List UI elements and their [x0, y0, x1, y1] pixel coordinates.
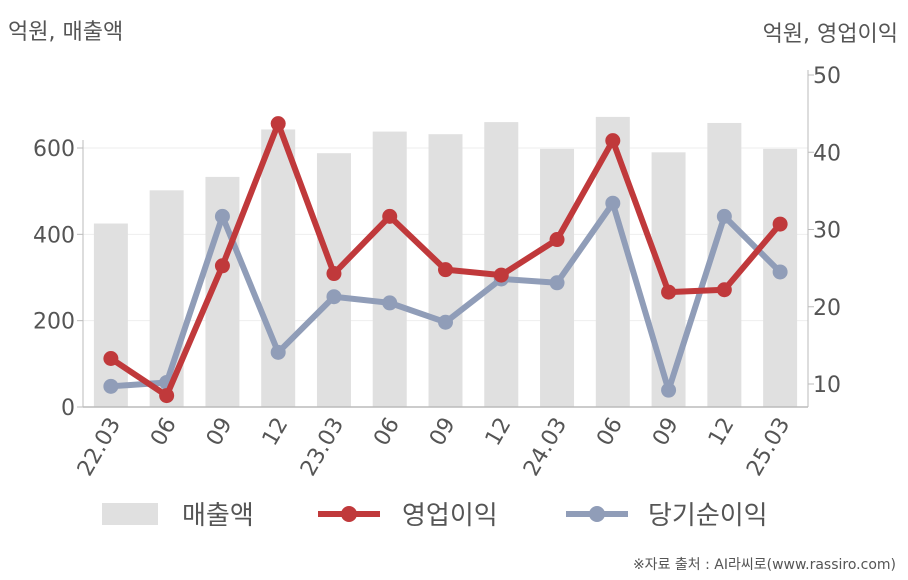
operating-profit-point: [716, 282, 732, 298]
x-tick-label: 06: [369, 414, 405, 451]
operating-profit-point: [493, 267, 509, 283]
legend-swatch-marker: [589, 506, 605, 522]
profit-lines: [103, 116, 788, 404]
right-tick-label: 10: [813, 373, 841, 398]
operating-profit-point: [661, 284, 677, 300]
net-income-point: [214, 208, 230, 224]
x-tick-label: 24.03: [519, 414, 572, 481]
operating-profit-point: [772, 216, 788, 232]
legend-swatch-bar: [102, 503, 158, 525]
operating-profit-point: [382, 208, 398, 224]
revenue-bar: [651, 152, 686, 407]
x-tick-label: 12: [704, 414, 740, 451]
revenue-bar: [93, 223, 128, 407]
revenue-bar: [372, 131, 407, 407]
left-tick-label: 0: [61, 396, 75, 421]
operating-profit-point: [326, 266, 342, 282]
x-tick-label: 06: [146, 414, 182, 451]
legend-label: 당기순이익: [648, 501, 768, 531]
net-income-point: [382, 295, 398, 311]
x-tick-label: 25.03: [742, 414, 795, 481]
right-axis-unit-label: 억원, 영업이익: [762, 22, 898, 47]
left-tick-label: 200: [33, 310, 75, 335]
legend-swatch-marker: [341, 506, 357, 522]
x-tick-label: 09: [202, 414, 238, 451]
revenue-bar: [261, 129, 296, 407]
right-tick-label: 30: [813, 219, 841, 244]
operating-profit-point: [214, 258, 230, 274]
net-income-point: [549, 275, 565, 291]
operating-profit-point: [438, 262, 453, 278]
net-income-point: [270, 344, 286, 360]
net-income-point: [326, 289, 342, 305]
net-income-point: [772, 264, 788, 280]
legend: 매출액 영업이익 당기순이익: [102, 501, 768, 531]
legend-label: 매출액: [182, 501, 254, 531]
net-income-point: [605, 195, 621, 211]
x-tick-label: 12: [258, 414, 294, 451]
net-income-point: [438, 314, 453, 330]
x-tick-label: 09: [425, 414, 461, 451]
right-tick-label: 40: [813, 141, 841, 166]
x-tick-label: 23.03: [296, 414, 349, 481]
operating-profit-point: [159, 388, 175, 404]
left-tick-label: 400: [33, 223, 75, 248]
net-income-point: [716, 208, 732, 224]
operating-profit-point: [549, 232, 565, 248]
operating-profit-point: [270, 116, 286, 132]
net-income-point: [661, 382, 677, 398]
source-note: ※자료 출처 : AI라씨로(www.rassiro.com): [632, 557, 896, 573]
revenue-bar: [707, 122, 742, 408]
right-tick-label: 20: [813, 296, 841, 321]
left-tick-label: 600: [33, 137, 75, 162]
operating-profit-point: [103, 351, 119, 367]
left-axis-unit-label: 억원, 매출액: [8, 20, 124, 45]
x-tick-label: 12: [481, 414, 517, 451]
right-tick-label: 50: [813, 64, 841, 89]
x-tick-label: 06: [592, 414, 628, 451]
operating-profit-point: [605, 133, 621, 149]
legend-label: 영업이익: [402, 501, 498, 531]
axes: [77, 70, 814, 408]
net-income-point: [103, 378, 119, 394]
x-tick-label: 09: [648, 414, 684, 451]
revenue-bars: [93, 116, 798, 408]
x-tick-label: 22.03: [73, 414, 126, 481]
